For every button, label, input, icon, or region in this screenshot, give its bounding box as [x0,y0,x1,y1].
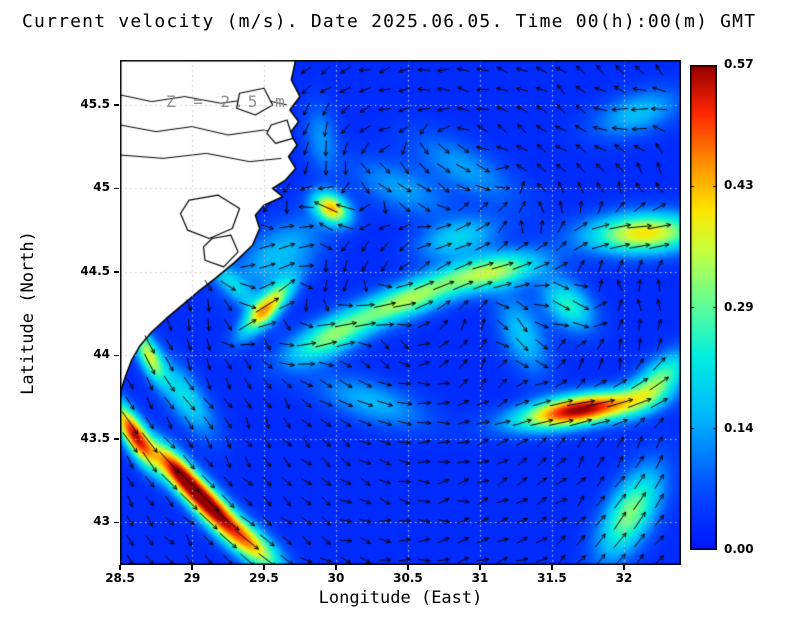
x-tick-mark [191,565,193,570]
y-tick-label: 45 [93,180,110,195]
x-tick-label: 32 [615,571,633,585]
y-tick-label: 45.5 [80,96,110,111]
x-tick-label: 28.5 [105,571,135,585]
y-tick-mark [114,354,119,357]
x-tick-label: 29.5 [249,571,279,585]
x-tick-mark [479,565,481,570]
colorbar-tick-label: 0.00 [724,542,754,556]
x-tick-mark [119,565,121,570]
y-tick-mark [114,104,119,106]
x-axis-label: Longitude (East) [318,588,483,608]
x-tick-mark [623,565,625,570]
x-tick-mark [263,565,265,570]
x-tick-mark [335,565,337,570]
y-tick-label: 44.5 [80,263,110,278]
depth-annotation: Z = 2.5 m [166,92,289,111]
y-tick-mark [114,438,119,440]
colorbar-tick-label: 0.14 [724,420,754,435]
y-tick-mark [114,521,119,524]
y-tick-label: 43 [93,514,110,529]
x-tick-label: 31.5 [537,571,567,585]
x-tick-label: 29 [183,571,201,585]
x-tick-label: 31 [471,571,489,585]
colorbar [690,65,717,550]
x-tick-label: 30.5 [393,571,423,585]
x-tick-mark [407,565,409,570]
y-tick-label: 44 [93,347,110,362]
colorbar-tick-label: 0.29 [724,299,754,314]
y-tick-label: 43.5 [80,430,110,445]
y-axis-label: Latitude (North) [18,230,39,395]
velocity-heatmap-canvas [120,60,681,565]
y-tick-mark [114,271,119,273]
chart-title: Current velocity (m/s). Date 2025.06.05.… [22,11,757,32]
colorbar-tick-label: 0.43 [724,178,754,193]
x-tick-mark [551,565,553,570]
y-tick-mark [114,187,119,190]
y-axis-label-wrap: Latitude (North) [6,60,50,565]
colorbar-tick-label: 0.57 [724,57,754,71]
x-tick-label: 30 [327,571,345,585]
